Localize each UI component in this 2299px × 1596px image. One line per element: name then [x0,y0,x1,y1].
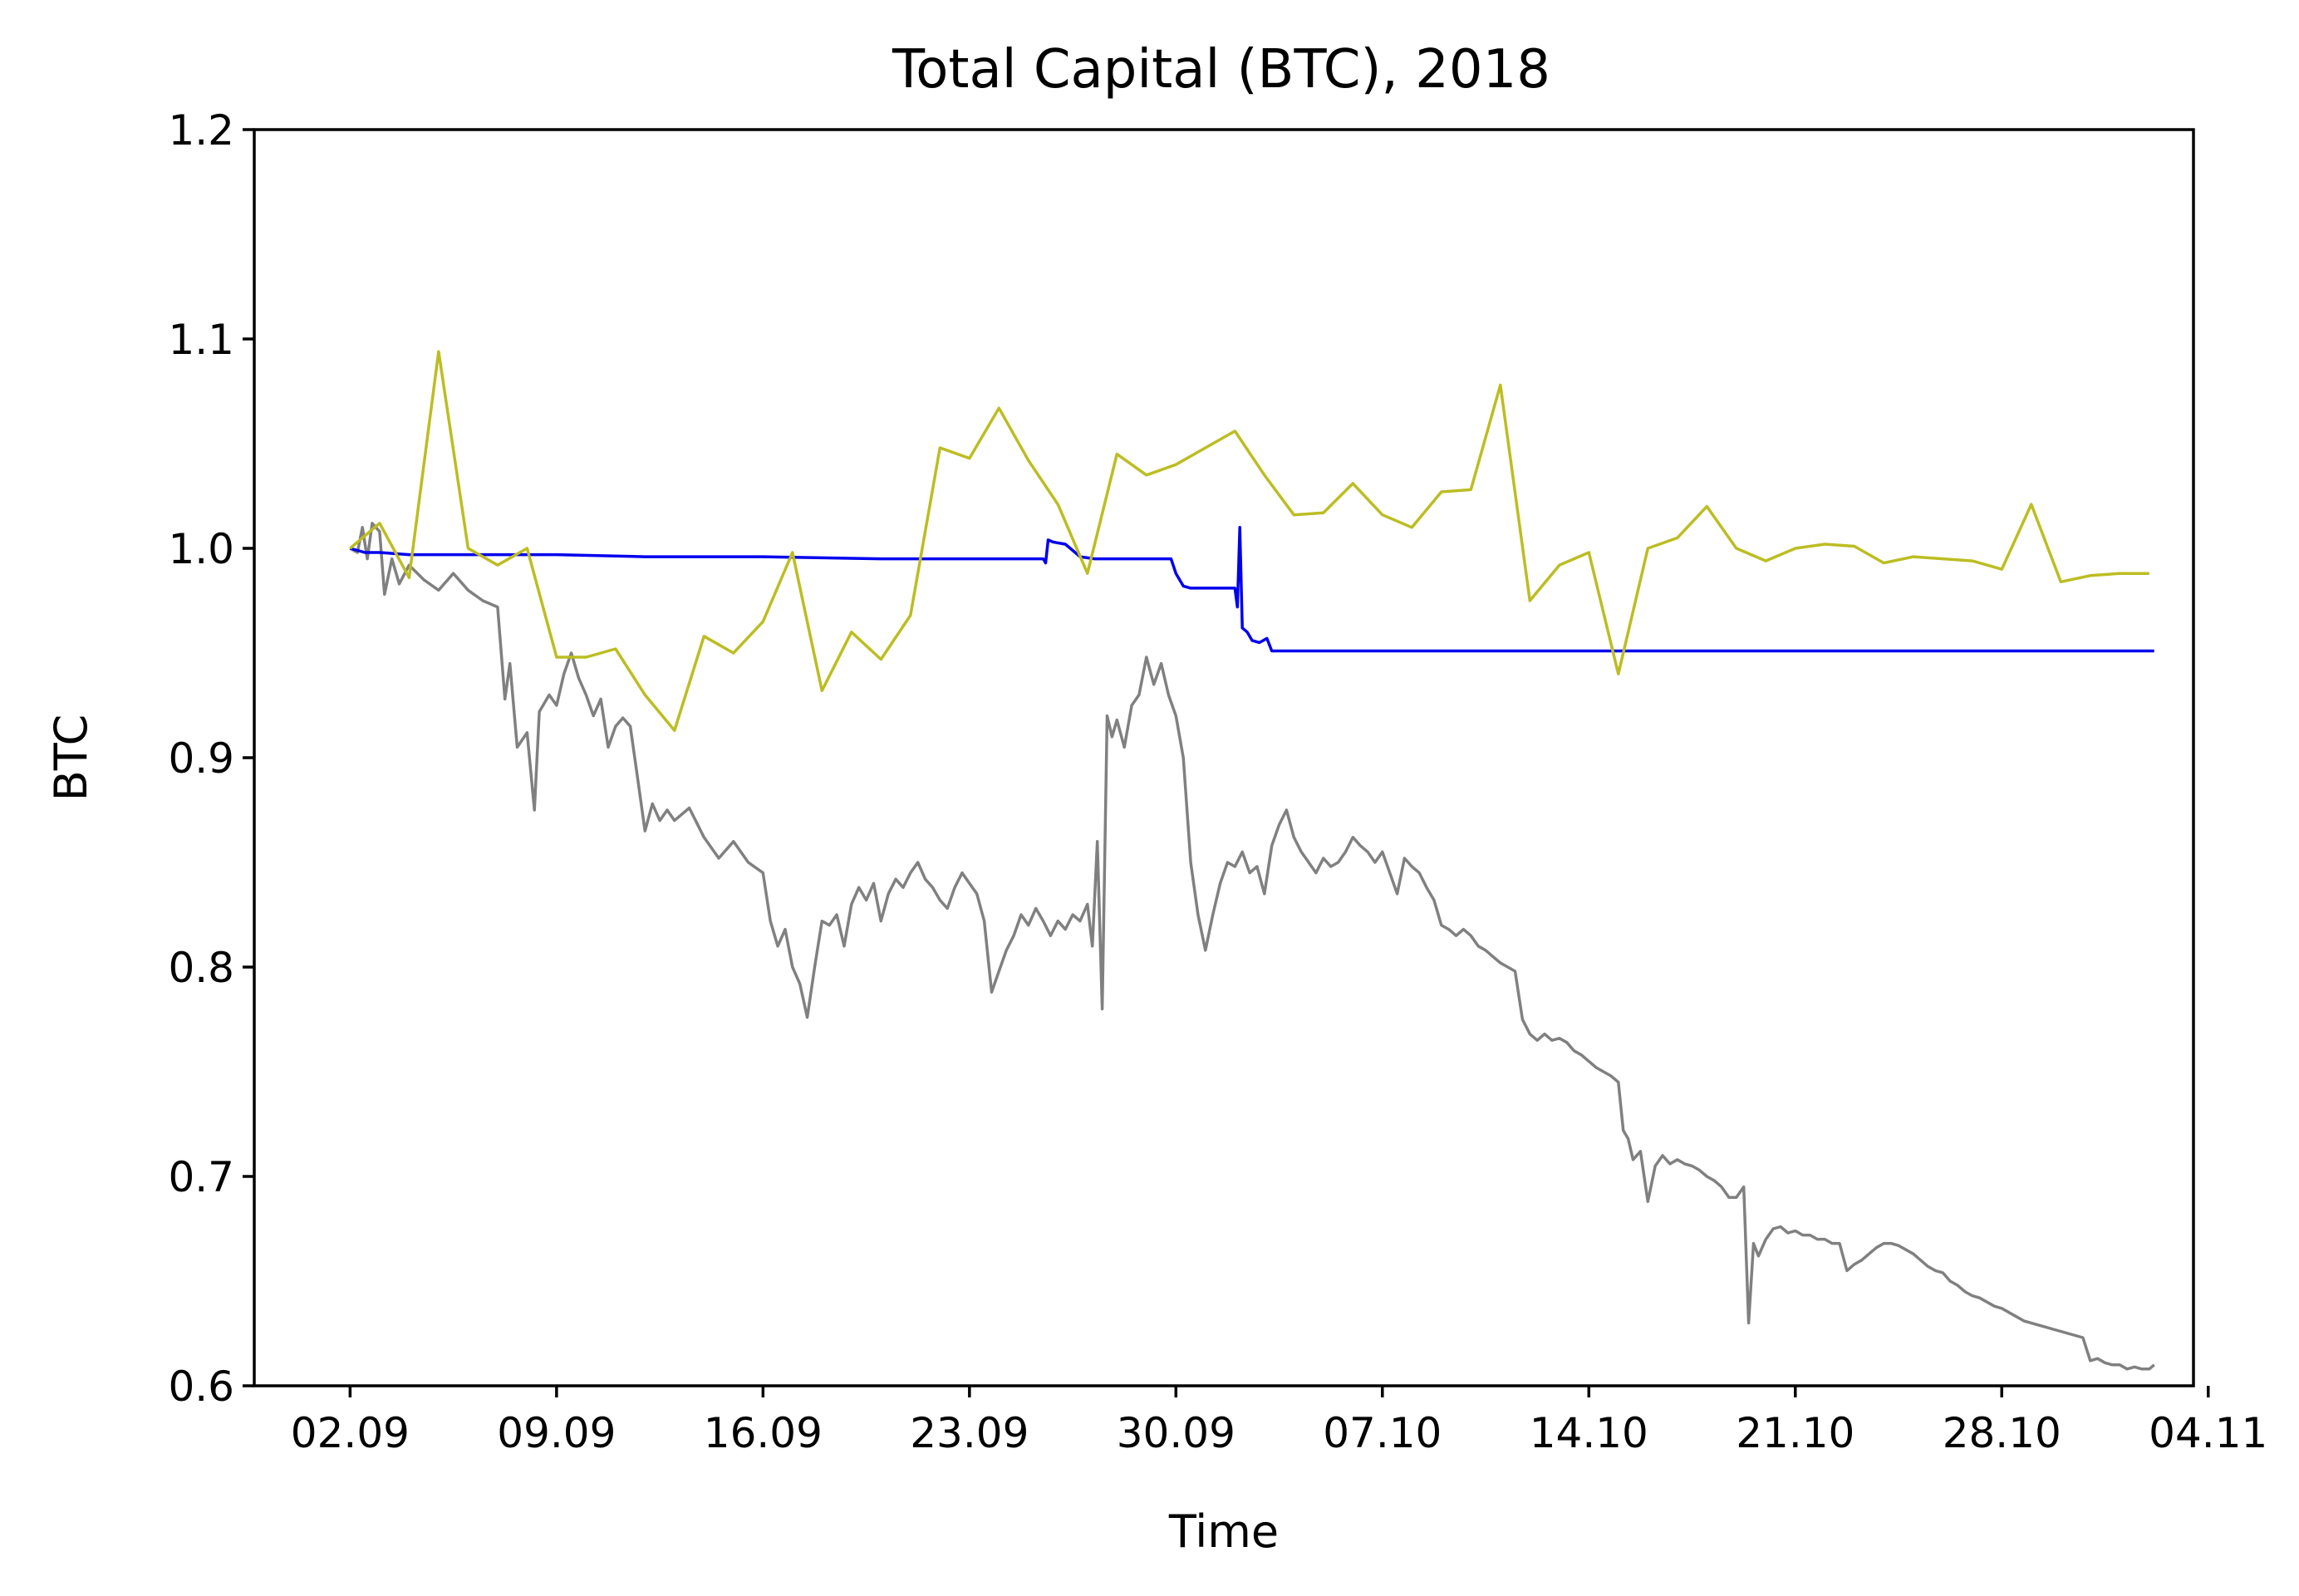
y-tick-label-0: 0.6 [168,1363,234,1411]
series-line-2 [349,350,2149,732]
x-axis-label: Time [1168,1505,1279,1558]
y-tick-label-4: 1.0 [168,525,234,573]
plot-frame [253,128,2195,1387]
y-tick-label-6: 1.2 [168,106,234,155]
x-tick-label-0: 02.09 [291,1409,410,1457]
x-tick-label-8: 28.10 [1943,1409,2061,1457]
x-tick-label-2: 16.09 [704,1409,823,1457]
series-line-0 [349,522,2155,1371]
y-axis: 0.6 0.7 0.8 0.9 1.0 1.1 1.2 [168,106,254,1411]
y-tick-label-2: 0.8 [168,944,234,992]
x-tick-label-4: 30.09 [1117,1409,1235,1457]
y-tick-label-5: 1.1 [168,316,234,364]
y-axis-label: BTC [45,715,97,802]
x-tick-label-1: 09.09 [497,1409,616,1457]
chart-title: Total Capital (BTC), 2018 [892,39,1550,101]
y-tick-label-3: 0.9 [168,734,234,783]
x-tick-label-5: 07.10 [1323,1409,1442,1457]
y-tick-label-1: 0.7 [168,1153,234,1201]
series-layer [349,350,2155,1371]
series-line-1 [349,526,2154,653]
x-tick-label-3: 23.09 [910,1409,1029,1457]
x-tick-label-9: 04.11 [2149,1409,2267,1457]
x-axis: 02.09 09.09 16.09 23.09 30.09 07.10 14.10 21.10… [291,1386,2267,1457]
plot-area [253,128,2195,1387]
x-tick-label-6: 14.10 [1530,1409,1648,1457]
x-tick-label-7: 21.10 [1736,1409,1854,1457]
